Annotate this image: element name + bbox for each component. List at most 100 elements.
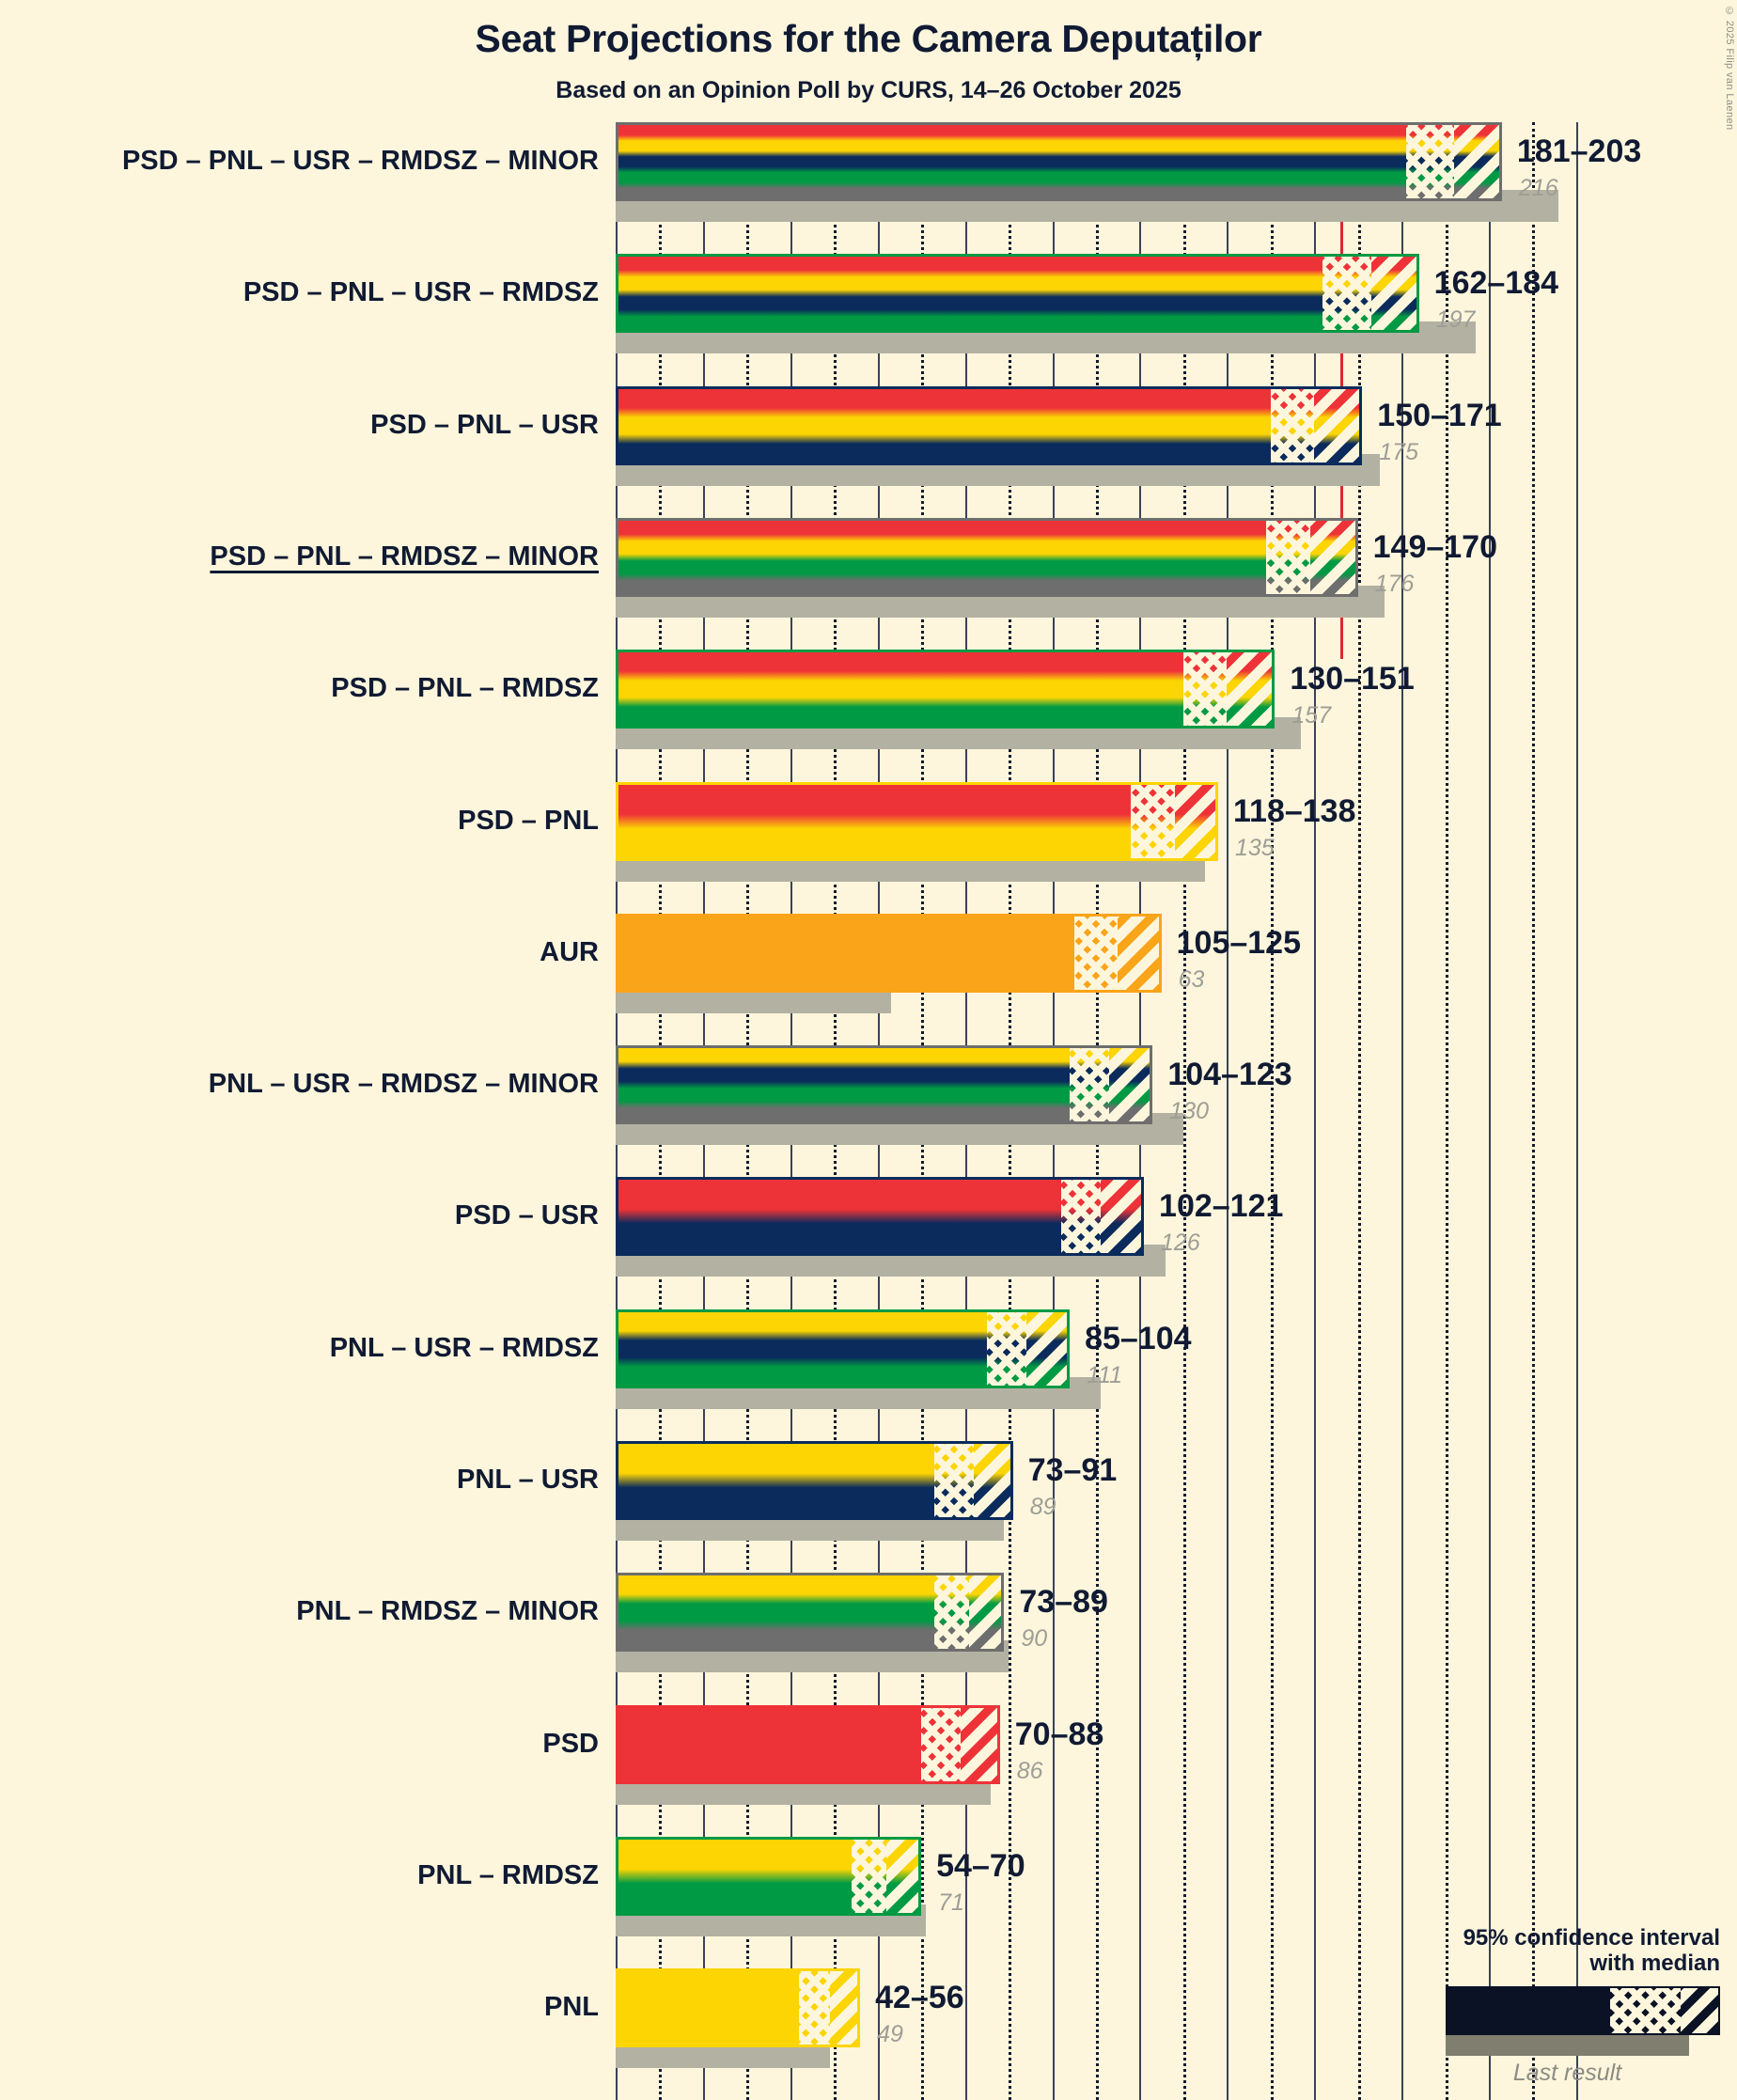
confidence-interval-lower-hatch <box>1266 517 1310 597</box>
confidence-interval-label: 85–104 <box>1085 1320 1192 1356</box>
confidence-interval-lower-hatch <box>799 1968 830 2048</box>
last-result-label: 176 <box>1374 570 1415 597</box>
confidence-interval-upper-hatch <box>829 1968 861 2048</box>
confidence-interval-label: 54–70 <box>936 1847 1025 1884</box>
projection-bar <box>616 1309 1071 1388</box>
confidence-interval-upper-hatch <box>1370 254 1419 334</box>
confidence-interval-upper-hatch <box>1108 1045 1153 1125</box>
chart-legend: 95% confidence interval with median Last… <box>1391 1925 1720 2087</box>
row-label: PNL <box>544 1992 599 2023</box>
legend-caption-line1: 95% confidence interval <box>1463 1924 1720 1951</box>
legend-median-hatch <box>1609 1988 1681 2033</box>
confidence-interval-upper-hatch <box>1227 650 1275 729</box>
projection-bar-fill <box>616 913 1162 993</box>
confidence-interval-upper-hatch <box>960 1704 1000 1784</box>
confidence-interval-label: 73–91 <box>1027 1452 1118 1488</box>
row-label: PSD – PNL – USR <box>370 409 599 440</box>
projection-bar-fill <box>616 517 1358 597</box>
last-result-label: 157 <box>1291 702 1332 729</box>
projection-bar <box>616 1968 861 2048</box>
legend-upper-hatch <box>1680 1988 1718 2033</box>
projection-bar-fill <box>616 781 1218 861</box>
page-subtitle: Based on an Opinion Poll by CURS, 14–26 … <box>556 77 1181 103</box>
last-result-label: 90 <box>1021 1625 1048 1653</box>
projection-bar <box>616 385 1363 465</box>
last-result-label: 63 <box>1178 965 1205 993</box>
row-label: PNL – USR – RMDSZ – MINOR <box>208 1069 599 1100</box>
confidence-interval-lower-hatch <box>1322 254 1371 334</box>
projection-bar <box>616 254 1419 334</box>
gridline-minor <box>1182 122 1186 2100</box>
row-label: PSD – PNL – RMDSZ <box>331 673 599 704</box>
confidence-interval-label: 73–89 <box>1019 1584 1108 1621</box>
copyright-notice: © 2025 Filip van Laenen <box>1724 6 1735 131</box>
projection-bar <box>616 1704 1000 1784</box>
legend-caption-line2: with median <box>1589 1951 1720 1977</box>
confidence-interval-upper-hatch <box>1025 1309 1071 1388</box>
projection-bar <box>616 781 1218 861</box>
last-result-label: 49 <box>877 2021 903 2048</box>
legend-last-result-label: Last result <box>1512 2060 1622 2086</box>
last-result-label: 197 <box>1435 306 1476 334</box>
confidence-interval-upper-hatch <box>1100 1177 1145 1257</box>
confidence-interval-label: 150–171 <box>1377 397 1502 433</box>
confidence-interval-upper-hatch <box>1314 385 1363 465</box>
projection-bar <box>616 1045 1153 1125</box>
gridline-minor <box>1357 122 1361 2100</box>
row-label: PSD – USR <box>454 1200 599 1231</box>
row-label: PNL – USR – RMDSZ <box>329 1332 599 1363</box>
confidence-interval-label: 42–56 <box>875 1980 964 2016</box>
plot-area <box>616 122 1589 2100</box>
confidence-interval-lower-hatch <box>986 1309 1026 1388</box>
last-result-label: 71 <box>938 1888 964 1916</box>
confidence-interval-lower-hatch <box>1060 1177 1101 1257</box>
confidence-interval-lower-hatch <box>851 1836 886 1916</box>
row-label: PSD – PNL – USR – RMDSZ – MINOR <box>121 146 599 176</box>
projection-bar <box>616 1573 1005 1653</box>
confidence-interval-lower-hatch <box>1131 781 1175 861</box>
confidence-interval-lower-hatch <box>921 1704 961 1784</box>
last-result-label: 216 <box>1518 175 1558 201</box>
confidence-interval-label: 118–138 <box>1233 792 1356 829</box>
confidence-interval-label: 181–203 <box>1516 133 1642 169</box>
row-label: PNL – RMDSZ <box>417 1859 599 1890</box>
confidence-interval-label: 162–184 <box>1433 265 1559 302</box>
legend-ci-bar <box>1446 1986 1720 2035</box>
page-title: Seat Projections for the Camera Deputați… <box>475 17 1262 60</box>
gridline-minor <box>1532 122 1536 2100</box>
gridline-minor <box>1270 122 1274 2100</box>
confidence-interval-lower-hatch <box>1405 122 1454 201</box>
confidence-interval-label: 70–88 <box>1014 1716 1104 1752</box>
projection-bar-fill <box>616 122 1502 201</box>
last-result-label: 135 <box>1235 834 1275 861</box>
projection-bar-fill <box>616 1045 1153 1125</box>
confidence-interval-lower-hatch <box>1070 1045 1109 1125</box>
projection-bar <box>616 1441 1013 1520</box>
confidence-interval-lower-hatch <box>934 1573 970 1653</box>
confidence-interval-label: 130–151 <box>1290 661 1415 697</box>
projection-bar <box>616 122 1502 201</box>
confidence-interval-lower-hatch <box>1270 385 1315 465</box>
confidence-interval-lower-hatch <box>1182 650 1228 729</box>
projection-bar-fill <box>616 650 1275 729</box>
row-label: PSD <box>542 1728 599 1759</box>
confidence-interval-upper-hatch <box>1453 122 1502 201</box>
projection-bar <box>616 913 1162 993</box>
projection-bar <box>616 1836 922 1916</box>
projection-bar <box>616 650 1275 729</box>
row-label: PNL – RMDSZ – MINOR <box>296 1596 599 1627</box>
gridline-major <box>1401 122 1404 2100</box>
gridline-major <box>1227 122 1229 2100</box>
confidence-interval-upper-hatch <box>1118 913 1162 993</box>
row-label: PSD – PNL – USR – RMDSZ <box>243 277 599 308</box>
gridline-major <box>1314 122 1317 2100</box>
gridline-major <box>1489 122 1491 2100</box>
confidence-interval-label: 102–121 <box>1159 1188 1284 1225</box>
confidence-interval-upper-hatch <box>885 1836 922 1916</box>
projection-bar-fill <box>616 1177 1145 1257</box>
confidence-interval-label: 104–123 <box>1167 1057 1292 1093</box>
confidence-interval-upper-hatch <box>969 1573 1005 1653</box>
confidence-interval-upper-hatch <box>1309 517 1358 597</box>
gridline-minor <box>1445 122 1448 2100</box>
